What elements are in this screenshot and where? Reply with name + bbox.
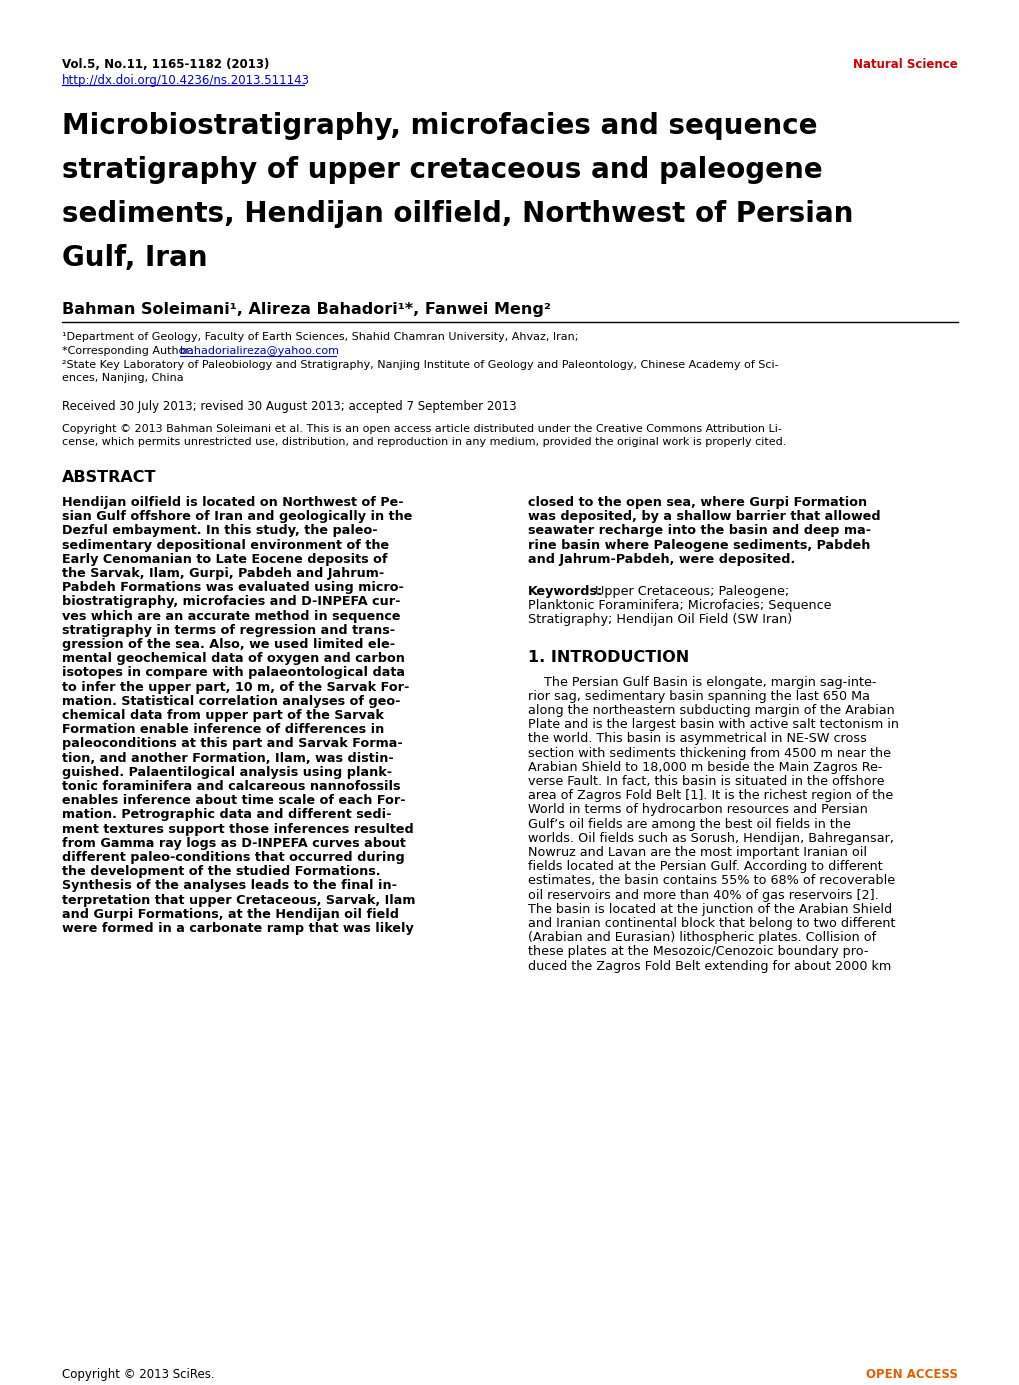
Text: http://dx.doi.org/10.4236/ns.2013.511143: http://dx.doi.org/10.4236/ns.2013.511143 [62, 73, 310, 87]
Text: oil reservoirs and more than 40% of gas reservoirs [2].: oil reservoirs and more than 40% of gas … [528, 889, 878, 902]
Text: Natural Science: Natural Science [853, 58, 957, 71]
Text: Arabian Shield to 18,000 m beside the Main Zagros Re-: Arabian Shield to 18,000 m beside the Ma… [528, 760, 881, 774]
Text: worlds. Oil fields such as Sorush, Hendijan, Bahregansar,: worlds. Oil fields such as Sorush, Hendi… [528, 832, 893, 845]
Text: *Corresponding Author:: *Corresponding Author: [62, 346, 197, 356]
Text: along the northeastern subducting margin of the Arabian: along the northeastern subducting margin… [528, 704, 894, 717]
Text: Dezful embayment. In this study, the paleo-: Dezful embayment. In this study, the pal… [62, 525, 377, 537]
Text: Microbiostratigraphy, microfacies and sequence: Microbiostratigraphy, microfacies and se… [62, 112, 816, 140]
Text: ABSTRACT: ABSTRACT [62, 470, 156, 485]
Text: Gulf, Iran: Gulf, Iran [62, 244, 207, 271]
Text: the development of the studied Formations.: the development of the studied Formation… [62, 866, 380, 878]
Text: mation. Petrographic data and different sedi-: mation. Petrographic data and different … [62, 809, 391, 821]
Text: tonic foraminifera and calcareous nannofossils: tonic foraminifera and calcareous nannof… [62, 780, 400, 794]
Text: from Gamma ray logs as D-INPEFA curves about: from Gamma ray logs as D-INPEFA curves a… [62, 837, 406, 850]
Text: terpretation that upper Cretaceous, Sarvak, Ilam: terpretation that upper Cretaceous, Sarv… [62, 893, 415, 907]
Text: verse Fault. In fact, this basin is situated in the offshore: verse Fault. In fact, this basin is situ… [528, 776, 883, 788]
Text: section with sediments thickening from 4500 m near the: section with sediments thickening from 4… [528, 747, 891, 759]
Text: and Gurpi Formations, at the Hendijan oil field: and Gurpi Formations, at the Hendijan oi… [62, 907, 398, 921]
Text: duced the Zagros Fold Belt extending for about 2000 km: duced the Zagros Fold Belt extending for… [528, 960, 891, 972]
Text: stratigraphy in terms of regression and trans-: stratigraphy in terms of regression and … [62, 623, 394, 637]
Text: Formation enable inference of differences in: Formation enable inference of difference… [62, 723, 384, 737]
Text: to infer the upper part, 10 m, of the Sarvak For-: to infer the upper part, 10 m, of the Sa… [62, 680, 409, 694]
Text: Received 30 July 2013; revised 30 August 2013; accepted 7 September 2013: Received 30 July 2013; revised 30 August… [62, 400, 516, 413]
Text: Copyright © 2013 SciRes.: Copyright © 2013 SciRes. [62, 1368, 214, 1381]
Text: sediments, Hendijan oilfield, Northwest of Persian: sediments, Hendijan oilfield, Northwest … [62, 199, 853, 229]
Text: Stratigraphy; Hendijan Oil Field (SW Iran): Stratigraphy; Hendijan Oil Field (SW Ira… [528, 614, 792, 626]
Text: different paleo-conditions that occurred during: different paleo-conditions that occurred… [62, 850, 405, 864]
Text: Nowruz and Lavan are the most important Iranian oil: Nowruz and Lavan are the most important … [528, 846, 866, 859]
Text: Hendijan oilfield is located on Northwest of Pe-: Hendijan oilfield is located on Northwes… [62, 496, 404, 510]
Text: OPEN ACCESS: OPEN ACCESS [865, 1368, 957, 1381]
Text: paleoconditions at this part and Sarvak Forma-: paleoconditions at this part and Sarvak … [62, 737, 403, 751]
Text: area of Zagros Fold Belt [1]. It is the richest region of the: area of Zagros Fold Belt [1]. It is the … [528, 789, 893, 802]
Text: Early Cenomanian to Late Eocene deposits of: Early Cenomanian to Late Eocene deposits… [62, 553, 387, 566]
Text: ²State Key Laboratory of Paleobiology and Stratigraphy, Nanjing Institute of Geo: ²State Key Laboratory of Paleobiology an… [62, 360, 777, 370]
Text: the world. This basin is asymmetrical in NE-SW cross: the world. This basin is asymmetrical in… [528, 733, 866, 745]
Text: Keywords:: Keywords: [528, 584, 602, 598]
Text: Gulf’s oil fields are among the best oil fields in the: Gulf’s oil fields are among the best oil… [528, 817, 850, 831]
Text: gression of the sea. Also, we used limited ele-: gression of the sea. Also, we used limit… [62, 638, 394, 651]
Text: The basin is located at the junction of the Arabian Shield: The basin is located at the junction of … [528, 903, 892, 915]
Text: fields located at the Persian Gulf. According to different: fields located at the Persian Gulf. Acco… [528, 860, 881, 873]
Text: were formed in a carbonate ramp that was likely: were formed in a carbonate ramp that was… [62, 922, 414, 935]
Text: closed to the open sea, where Gurpi Formation: closed to the open sea, where Gurpi Form… [528, 496, 866, 510]
Text: seawater recharge into the basin and deep ma-: seawater recharge into the basin and dee… [528, 525, 870, 537]
Text: rine basin where Paleogene sediments, Pabdeh: rine basin where Paleogene sediments, Pa… [528, 539, 869, 551]
Text: rior sag, sedimentary basin spanning the last 650 Ma: rior sag, sedimentary basin spanning the… [528, 690, 869, 702]
Text: cense, which permits unrestricted use, distribution, and reproduction in any med: cense, which permits unrestricted use, d… [62, 438, 786, 447]
Text: Synthesis of the analyses leads to the final in-: Synthesis of the analyses leads to the f… [62, 879, 396, 892]
Text: (Arabian and Eurasian) lithospheric plates. Collision of: (Arabian and Eurasian) lithospheric plat… [528, 931, 875, 945]
Text: enables inference about time scale of each For-: enables inference about time scale of ea… [62, 794, 406, 807]
Text: chemical data from upper part of the Sarvak: chemical data from upper part of the Sar… [62, 709, 383, 722]
Text: biostratigraphy, microfacies and D-INPEFA cur-: biostratigraphy, microfacies and D-INPEF… [62, 596, 400, 608]
Text: the Sarvak, Ilam, Gurpi, Pabdeh and Jahrum-: the Sarvak, Ilam, Gurpi, Pabdeh and Jahr… [62, 566, 384, 580]
Text: isotopes in compare with palaeontological data: isotopes in compare with palaeontologica… [62, 666, 405, 680]
Text: ¹Department of Geology, Faculty of Earth Sciences, Shahid Chamran University, Ah: ¹Department of Geology, Faculty of Earth… [62, 332, 578, 342]
Text: Pabdeh Formations was evaluated using micro-: Pabdeh Formations was evaluated using mi… [62, 582, 404, 594]
Text: and Iranian continental block that belong to two different: and Iranian continental block that belon… [528, 917, 895, 929]
Text: Planktonic Foraminifera; Microfacies; Sequence: Planktonic Foraminifera; Microfacies; Se… [528, 600, 830, 612]
Text: Vol.5, No.11, 1165-1182 (2013): Vol.5, No.11, 1165-1182 (2013) [62, 58, 269, 71]
Text: mental geochemical data of oxygen and carbon: mental geochemical data of oxygen and ca… [62, 652, 405, 665]
Text: bahadorialireza@yahoo.com: bahadorialireza@yahoo.com [179, 346, 338, 356]
Text: Plate and is the largest basin with active salt tectonism in: Plate and is the largest basin with acti… [528, 719, 898, 731]
Text: ment textures support those inferences resulted: ment textures support those inferences r… [62, 823, 414, 835]
Text: these plates at the Mesozoic/Cenozoic boundary pro-: these plates at the Mesozoic/Cenozoic bo… [528, 946, 867, 958]
Text: Upper Cretaceous; Paleogene;: Upper Cretaceous; Paleogene; [590, 584, 789, 598]
Text: ences, Nanjing, China: ences, Nanjing, China [62, 373, 183, 384]
Text: and Jahrum-Pabdeh, were deposited.: and Jahrum-Pabdeh, were deposited. [528, 553, 795, 566]
Text: The Persian Gulf Basin is elongate, margin sag-inte-: The Persian Gulf Basin is elongate, marg… [528, 676, 875, 688]
Text: stratigraphy of upper cretaceous and paleogene: stratigraphy of upper cretaceous and pal… [62, 157, 821, 184]
Text: World in terms of hydrocarbon resources and Persian: World in terms of hydrocarbon resources … [528, 803, 867, 816]
Text: tion, and another Formation, Ilam, was distin-: tion, and another Formation, Ilam, was d… [62, 752, 393, 765]
Text: Copyright © 2013 Bahman Soleimani et al. This is an open access article distribu: Copyright © 2013 Bahman Soleimani et al.… [62, 424, 782, 434]
Text: sian Gulf offshore of Iran and geologically in the: sian Gulf offshore of Iran and geologica… [62, 510, 412, 524]
Text: mation. Statistical correlation analyses of geo-: mation. Statistical correlation analyses… [62, 695, 400, 708]
Text: 1. INTRODUCTION: 1. INTRODUCTION [528, 650, 689, 665]
Text: was deposited, by a shallow barrier that allowed: was deposited, by a shallow barrier that… [528, 510, 879, 524]
Text: ves which are an accurate method in sequence: ves which are an accurate method in sequ… [62, 609, 400, 623]
Text: sedimentary depositional environment of the: sedimentary depositional environment of … [62, 539, 388, 551]
Text: guished. Palaentilogical analysis using plank-: guished. Palaentilogical analysis using … [62, 766, 391, 778]
Text: estimates, the basin contains 55% to 68% of recoverable: estimates, the basin contains 55% to 68%… [528, 874, 895, 888]
Text: Bahman Soleimani¹, Alireza Bahadori¹*, Fanwei Meng²: Bahman Soleimani¹, Alireza Bahadori¹*, F… [62, 302, 550, 317]
